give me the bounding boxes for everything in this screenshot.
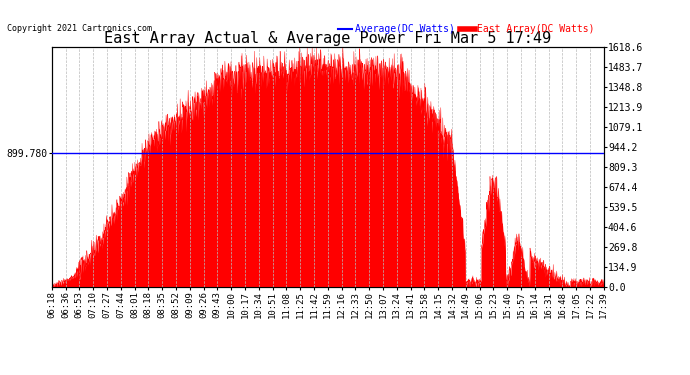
- Title: East Array Actual & Average Power Fri Mar 5 17:49: East Array Actual & Average Power Fri Ma…: [104, 31, 551, 46]
- Legend: Average(DC Watts), East Array(DC Watts): Average(DC Watts), East Array(DC Watts): [334, 21, 599, 38]
- Text: Copyright 2021 Cartronics.com: Copyright 2021 Cartronics.com: [7, 24, 152, 33]
